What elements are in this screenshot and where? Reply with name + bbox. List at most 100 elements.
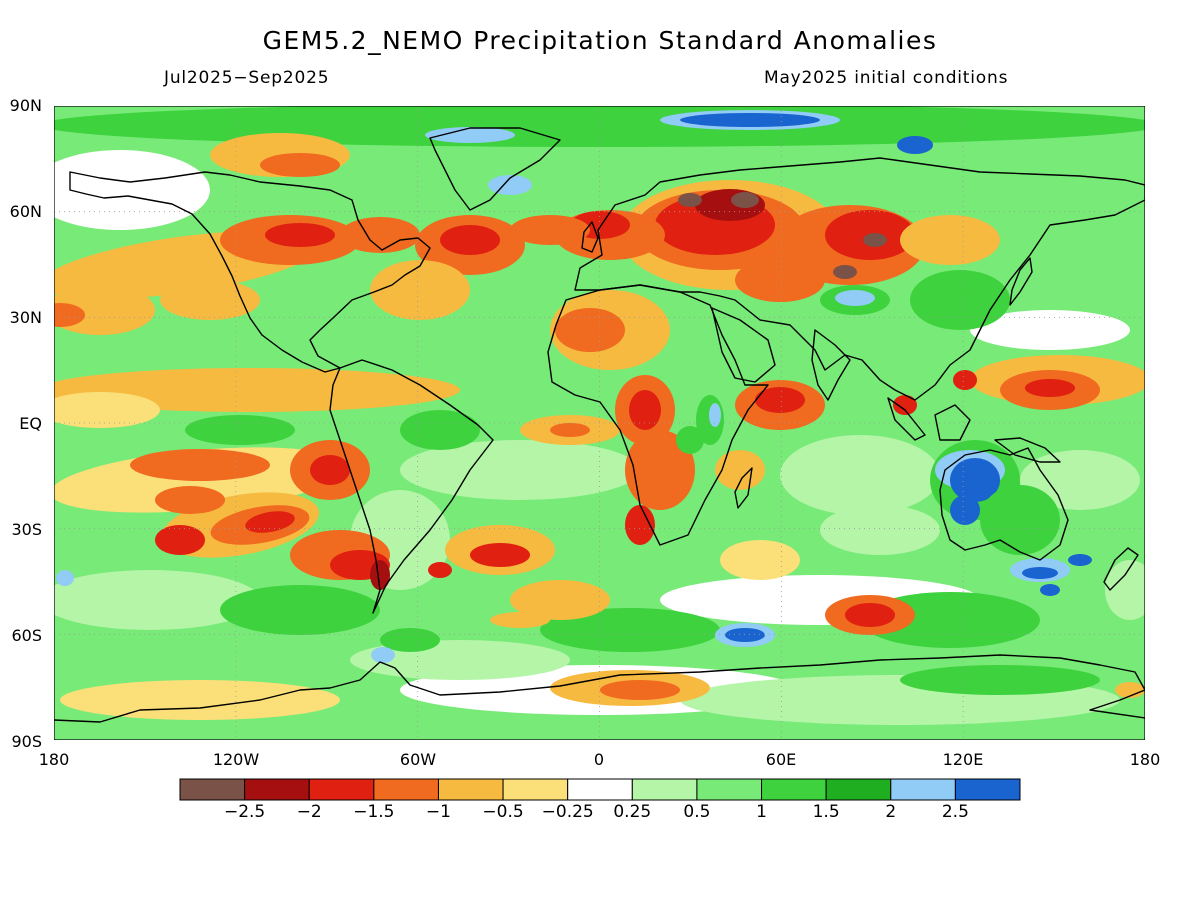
anomaly-patch	[835, 290, 875, 306]
anomaly-patch	[470, 543, 530, 567]
lon-label-0: 0	[593, 750, 605, 769]
anomaly-patch	[490, 612, 550, 628]
anomaly-patch	[725, 628, 765, 642]
anomaly-patch	[897, 136, 933, 154]
colorbar-swatch	[890, 778, 956, 801]
coast-north-america	[69, 171, 431, 373]
colorbar-label: 1	[756, 802, 767, 822]
anomaly-patch	[720, 540, 800, 580]
coastlines	[54, 127, 1145, 723]
lat-label-90s: 90S	[11, 732, 42, 751]
colorbar-swatch	[308, 778, 375, 801]
anomaly-patch	[54, 368, 460, 412]
anomaly-patch	[555, 308, 625, 352]
anomaly-patch	[265, 223, 335, 247]
colorbar-swatch	[825, 778, 892, 801]
anomaly-patch	[845, 603, 895, 627]
anomaly-patch	[820, 505, 940, 555]
chart-title: GEM5.2_NEMO Precipitation Standard Anoma…	[262, 26, 938, 55]
anomaly-patch	[1040, 584, 1060, 596]
anomaly-patch	[715, 450, 765, 490]
colorbar-swatch	[373, 778, 439, 801]
coast-india	[811, 329, 851, 401]
lon-label-60w: 60W	[399, 750, 437, 769]
anomaly-patch	[310, 455, 350, 485]
coast-south-america	[329, 359, 494, 614]
lon-label-120w: 120W	[212, 750, 260, 769]
anomaly-patch	[425, 127, 515, 143]
anomaly-patch	[735, 258, 825, 302]
colorbar-swatch	[437, 778, 504, 801]
initial-conditions: May2025 initial conditions	[764, 68, 1009, 88]
lat-label-30n: 30N	[9, 308, 42, 327]
anomaly-patch	[1022, 567, 1058, 579]
anomaly-patch	[1115, 682, 1145, 698]
lat-label-60s: 60S	[11, 626, 42, 645]
anomaly-patch	[130, 449, 270, 481]
anomaly-patch	[893, 395, 917, 415]
coast-new-guinea	[994, 437, 1061, 463]
anomaly-patch	[510, 215, 590, 245]
anomaly-patch	[629, 390, 661, 430]
anomaly-patch	[260, 153, 340, 177]
coast-britain	[581, 221, 599, 253]
anomaly-patch	[680, 113, 820, 127]
colorbar-label: −1	[425, 802, 451, 822]
colorbar-label: 0.5	[683, 802, 711, 822]
coast-borneo	[934, 404, 971, 441]
colorbar-swatch	[761, 778, 827, 801]
colorbar	[179, 778, 1021, 801]
colorbar-swatch	[631, 778, 698, 801]
anomaly-patch	[56, 570, 74, 586]
coast-new-zealand	[1103, 547, 1139, 591]
anomaly-patch	[54, 106, 1145, 147]
anomaly-patch	[833, 265, 857, 279]
anomaly-patch	[600, 680, 680, 700]
colorbar-label: 0.25	[613, 802, 652, 822]
forecast-period: Jul2025−Sep2025	[164, 68, 330, 88]
anomaly-patch	[370, 560, 390, 590]
coast-australia	[939, 447, 1069, 561]
coast-greenland	[429, 127, 561, 211]
anomaly-patch	[400, 410, 480, 450]
anomaly-patch	[54, 570, 260, 630]
colorbar-swatch	[502, 778, 569, 801]
colorbar-swatch	[696, 778, 763, 801]
coast-antarctica	[54, 654, 1145, 723]
anomaly-patch	[180, 693, 300, 717]
anomaly-patch	[54, 150, 210, 230]
anomaly-patch	[550, 423, 590, 437]
coast-japan	[1009, 257, 1033, 306]
colorbar-label: 1.5	[812, 802, 840, 822]
anomaly-patch	[185, 415, 295, 445]
colorbar-label: −1.5	[353, 802, 395, 822]
graticule	[54, 106, 1145, 740]
anomaly-patch	[678, 193, 702, 207]
lon-label-180e: 180	[1129, 750, 1161, 769]
lon-label-60e: 60E	[765, 750, 797, 769]
anomaly-patch	[220, 585, 380, 635]
anomaly-patch	[370, 260, 470, 320]
anomaly-patch	[155, 486, 225, 514]
lon-label-120e: 120E	[942, 750, 984, 769]
lat-label-60n: 60N	[9, 202, 42, 221]
anomaly-patch	[1105, 560, 1145, 620]
anomaly-patch	[1025, 379, 1075, 397]
colorbar-label: 2	[885, 802, 897, 822]
anomaly-patch	[980, 485, 1060, 555]
anomaly-patch	[400, 440, 640, 500]
anomaly-patch	[950, 495, 980, 525]
coast-arabia	[711, 307, 776, 383]
anomaly-patch	[428, 562, 452, 578]
colorbar-swatch	[244, 778, 310, 801]
anomaly-patch	[1068, 554, 1092, 566]
colorbar-label: −2.5	[223, 802, 266, 822]
anomaly-patch	[160, 280, 260, 320]
anomaly-patch	[863, 233, 887, 247]
anomaly-patch	[155, 525, 205, 555]
anomaly-patch	[900, 215, 1000, 265]
colorbar-swatch	[179, 778, 246, 801]
anomaly-patch	[371, 647, 395, 663]
anomaly-patch	[709, 403, 721, 427]
